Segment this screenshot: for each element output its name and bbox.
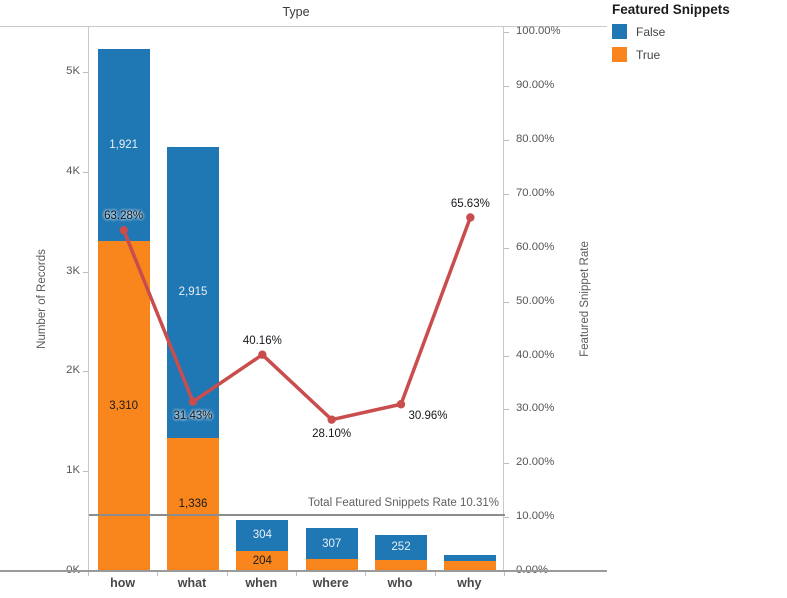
rate-label-what: 31.43%: [173, 409, 213, 422]
x-axis-tick-mark: [88, 571, 89, 576]
right-axis-tick-label: 60.00%: [516, 240, 555, 253]
true-color-swatch-icon: [612, 47, 627, 62]
x-axis-label-why: why: [457, 576, 482, 590]
left-axis-tick-label: 2K: [66, 364, 80, 377]
rate-point-where[interactable]: [327, 415, 336, 424]
right-axis-tick-mark: [504, 355, 509, 357]
false-color-swatch-icon: [612, 24, 627, 39]
rate-point-who[interactable]: [396, 400, 406, 409]
title-divider-line: [0, 26, 607, 27]
x-axis-label-when: when: [245, 576, 278, 590]
x-axis-tick-mark: [504, 571, 505, 576]
right-axis-tick-mark: [504, 193, 509, 195]
bar-value-label: 252: [391, 541, 411, 554]
rate-label-how: 63.28%: [104, 210, 144, 223]
right-axis-tick-mark: [504, 86, 509, 88]
right-axis-tick-mark: [504, 409, 509, 411]
bar-value-label: 1,921: [109, 138, 139, 151]
left-axis-tick-mark: [83, 71, 88, 73]
reference-line: [89, 514, 505, 517]
legend-item-label: False: [636, 24, 666, 39]
left-axis-tick-label: 4K: [66, 164, 80, 177]
bar-who-true[interactable]: [375, 559, 427, 571]
x-axis-tick-mark: [296, 571, 297, 576]
plot-area: 3,310 1,921 1,336 2,915 204 304 307 252 Total Fe…: [88, 27, 505, 571]
legend: Featured Snippets False True: [612, 2, 730, 70]
legend-item-false[interactable]: False: [612, 24, 730, 39]
bar-value-label: 307: [322, 537, 342, 550]
rate-label-when: 40.16%: [242, 334, 282, 347]
right-axis-tick-label: 30.00%: [516, 402, 555, 415]
bar-why-false[interactable]: [444, 555, 497, 561]
x-axis-label-how: how: [110, 576, 136, 590]
left-axis-title: Number of Records: [36, 249, 48, 349]
right-axis-tick-label: 70.00%: [516, 186, 555, 199]
left-axis-tick-label: 5K: [66, 64, 80, 77]
rate-label-why: 65.63%: [450, 197, 490, 210]
right-axis-tick-mark: [504, 517, 509, 519]
x-axis-label-who: who: [387, 576, 413, 590]
rate-point-when[interactable]: [258, 350, 267, 359]
bar-value-label: 204: [252, 554, 272, 567]
right-axis-tick-mark: [504, 32, 509, 34]
bar-value-label: 2,915: [178, 286, 208, 299]
bar-when-false[interactable]: [236, 520, 289, 551]
right-axis-tick-label: 90.00%: [516, 79, 555, 92]
right-axis-title: Featured Snippet Rate: [579, 241, 591, 357]
rate-label-where: 28.10%: [312, 427, 352, 440]
right-axis-tick-label: 50.00%: [516, 294, 555, 307]
x-axis-tick-mark: [365, 571, 367, 576]
rate-point-how[interactable]: [119, 225, 128, 235]
left-axis-tick-mark: [83, 271, 88, 273]
left-axis-tick-label: 1K: [66, 464, 80, 477]
rate-line: [122, 216, 472, 422]
right-axis-tick-label: 10.00%: [516, 510, 555, 523]
bar-where-false[interactable]: [305, 528, 358, 560]
left-axis-tick-mark: [83, 371, 88, 373]
right-axis-tick-label: 20.00%: [516, 456, 555, 469]
x-axis-label-where: where: [312, 576, 349, 590]
x-axis-line: [0, 570, 607, 572]
right-axis-tick-mark: [504, 247, 509, 249]
x-axis-tick-mark: [157, 571, 159, 576]
right-axis-tick-label: 40.00%: [516, 348, 555, 361]
left-axis-tick-mark: [83, 171, 88, 173]
legend-item-label: True: [636, 47, 661, 62]
reference-line-label: Total Featured Snippets Rate 10.31%: [307, 497, 499, 510]
right-axis-tick-mark: [504, 140, 509, 142]
rate-point-why[interactable]: [466, 213, 475, 222]
bar-value-label: 1,336: [178, 498, 208, 511]
bar-when-true[interactable]: [236, 550, 289, 571]
legend-title: Featured Snippets: [612, 2, 730, 17]
left-axis-tick-label: 3K: [66, 264, 80, 277]
right-axis-tick-label: 100.00%: [516, 25, 561, 38]
rate-label-who: 30.96%: [408, 410, 448, 423]
rate-point-what[interactable]: [188, 397, 198, 406]
x-axis-tick-mark: [434, 571, 436, 576]
x-axis-tick-mark: [226, 571, 228, 576]
left-axis-tick-mark: [83, 471, 88, 473]
right-axis-tick-mark: [504, 463, 509, 465]
bar-why-true[interactable]: [444, 560, 497, 571]
bar-who-false[interactable]: [375, 534, 427, 560]
legend-item-true[interactable]: True: [612, 47, 730, 62]
chart-title: Type: [282, 5, 310, 19]
bar-value-label: 3,310: [109, 399, 139, 412]
bar-value-label: 304: [252, 529, 272, 542]
bar-how-false[interactable]: [97, 48, 150, 241]
bar-where-true[interactable]: [305, 559, 358, 571]
right-axis-tick-label: 80.00%: [516, 133, 555, 146]
x-axis-label-what: what: [177, 576, 207, 590]
rate-line-layer: [119, 213, 475, 424]
right-axis-tick-mark: [504, 301, 509, 303]
bar-what-true[interactable]: [167, 437, 219, 571]
